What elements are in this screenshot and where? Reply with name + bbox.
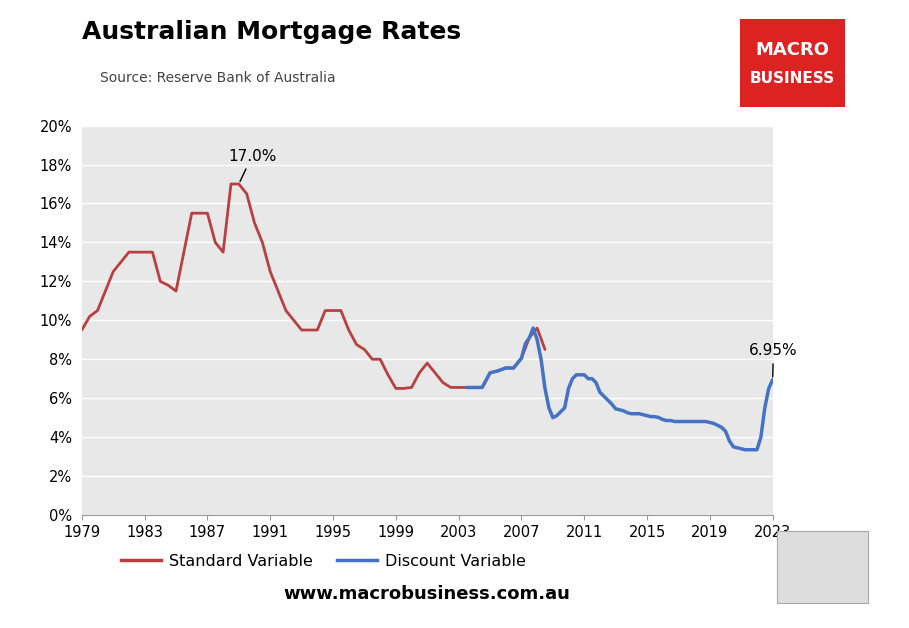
- Text: 6.95%: 6.95%: [749, 344, 798, 377]
- Text: Source: Reserve Bank of Australia: Source: Reserve Bank of Australia: [100, 71, 335, 85]
- Text: BUSINESS: BUSINESS: [750, 71, 835, 86]
- Text: Australian Mortgage Rates: Australian Mortgage Rates: [82, 20, 461, 44]
- Legend: Standard Variable, Discount Variable: Standard Variable, Discount Variable: [115, 548, 533, 575]
- Text: 17.0%: 17.0%: [228, 149, 276, 181]
- Text: MACRO: MACRO: [755, 41, 830, 59]
- Text: www.macrobusiness.com.au: www.macrobusiness.com.au: [284, 585, 571, 603]
